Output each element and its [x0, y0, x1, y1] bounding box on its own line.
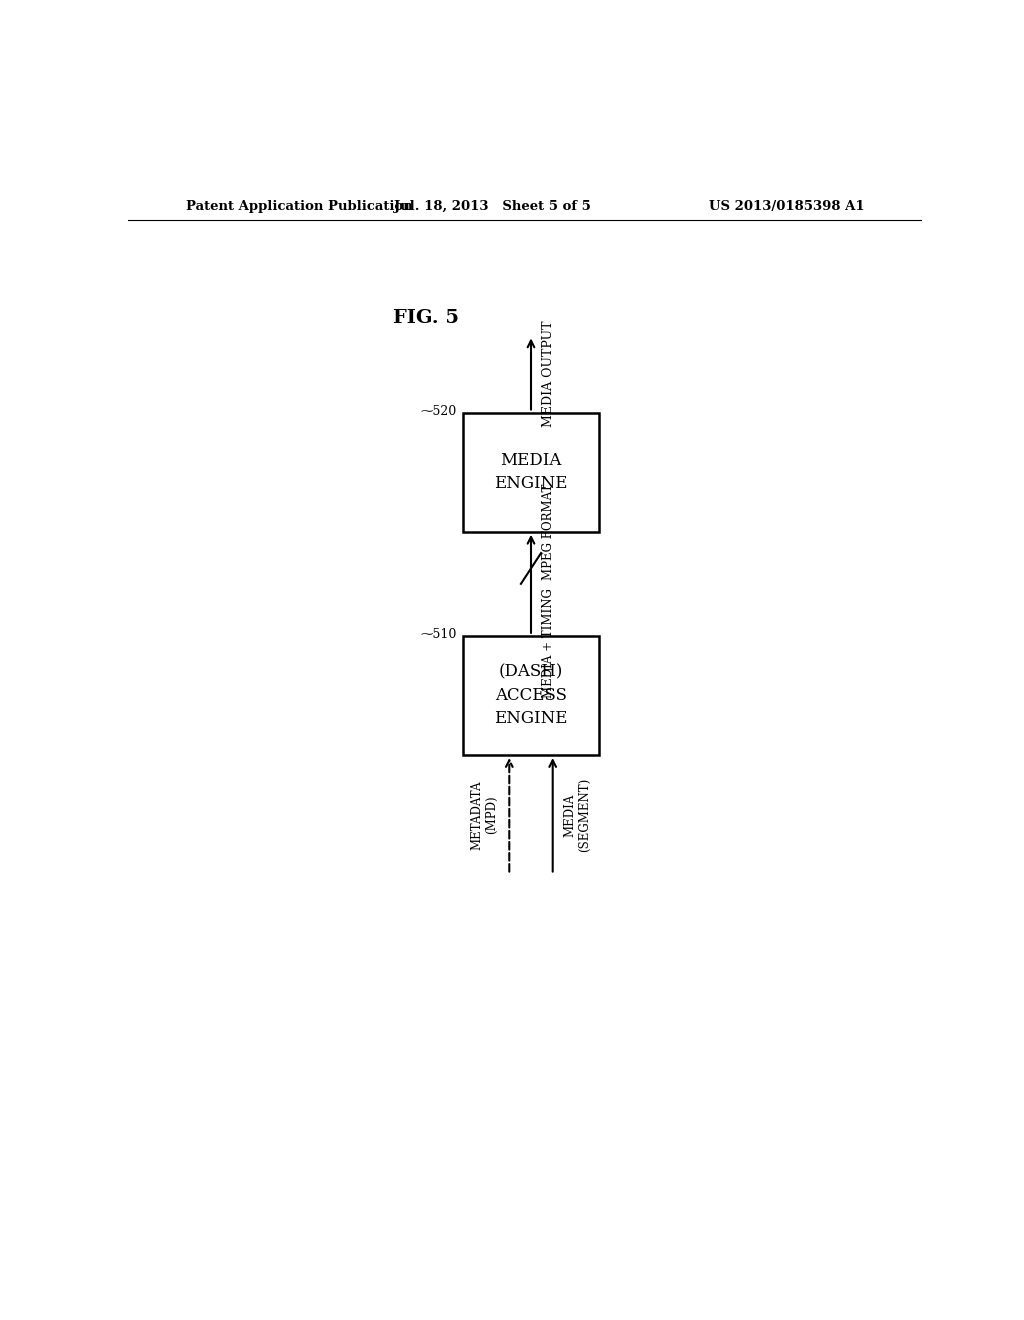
Text: (DASH)
ACCESS
ENGINE: (DASH) ACCESS ENGINE [495, 664, 567, 727]
Text: US 2013/0185398 A1: US 2013/0185398 A1 [709, 199, 864, 213]
Text: FIG. 5: FIG. 5 [393, 309, 460, 326]
Text: ⁓510: ⁓510 [421, 628, 457, 642]
Text: MPEG FORMAT: MPEG FORMAT [542, 483, 555, 579]
Text: MEDIA
ENGINE: MEDIA ENGINE [495, 451, 567, 492]
Text: Jul. 18, 2013   Sheet 5 of 5: Jul. 18, 2013 Sheet 5 of 5 [394, 199, 591, 213]
Text: ⁓520: ⁓520 [421, 405, 457, 418]
Bar [463, 636, 599, 755]
Text: MEDIA OUTPUT: MEDIA OUTPUT [542, 321, 555, 428]
Text: Patent Application Publication: Patent Application Publication [186, 199, 413, 213]
Text: METADATA
(MPD): METADATA (MPD) [470, 780, 499, 850]
Text: MEDIA
(SEGMENT): MEDIA (SEGMENT) [563, 777, 592, 851]
Bar [463, 413, 599, 532]
Text: MEDIA + TIMING: MEDIA + TIMING [542, 587, 555, 697]
